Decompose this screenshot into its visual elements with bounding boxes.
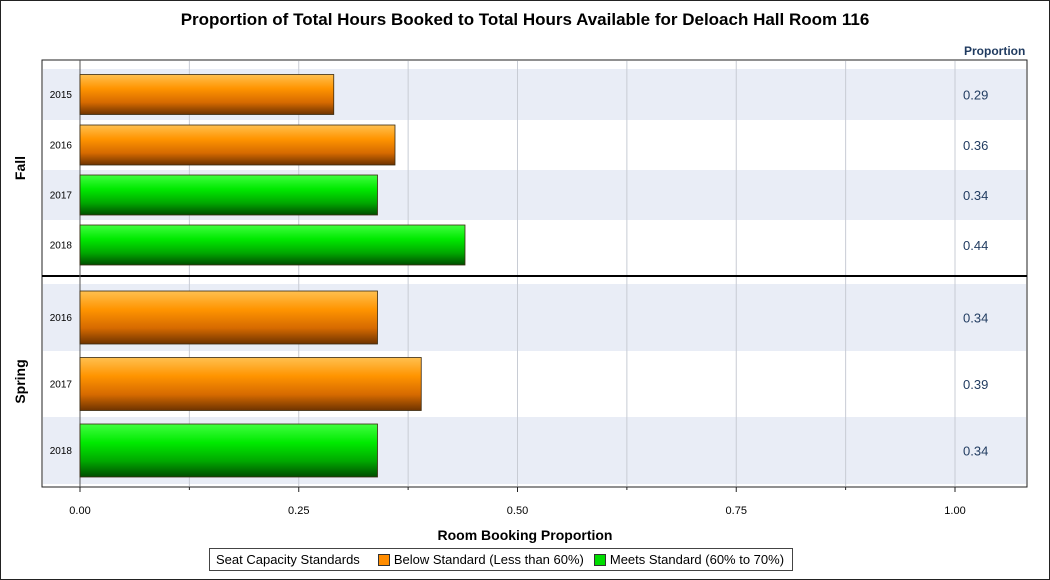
year-label: 2015 [50,90,73,101]
legend-label-meets: Meets Standard (60% to 70%) [609,552,785,567]
x-tick-label: 0.75 [726,505,747,517]
value-column-header: Proportion [964,44,1026,58]
year-label: 2017 [50,380,73,391]
x-tick-label: 0.25 [288,505,309,517]
bar-fall-2017 [79,174,378,216]
value-label: 0.29 [963,88,988,103]
value-label: 0.34 [963,444,988,459]
year-label: 2017 [50,191,73,202]
bar-spring-2016 [79,290,378,345]
x-tick-label: 0.50 [507,505,528,517]
legend-swatch-below [377,553,390,566]
bar-fall-2018 [79,224,466,266]
year-label: 2018 [50,241,73,252]
x-axis-label: Room Booking Proportion [437,527,613,543]
legend-title: Seat Capacity Standards [216,552,360,567]
x-tick-label: 1.00 [944,505,965,517]
bar-spring-2018 [79,423,378,478]
year-label: 2016 [50,313,73,324]
value-label: 0.44 [963,238,988,253]
group-label-spring: Spring [12,359,28,403]
value-label: 0.36 [963,138,988,153]
value-label: 0.34 [963,188,988,203]
plot-border [41,59,1028,488]
value-label: 0.34 [963,311,988,326]
bar-spring-2017 [79,357,422,411]
bar-fall-2016 [79,124,396,166]
legend: Seat Capacity Standards Below Standard (… [209,548,794,571]
bar-fall-2015 [79,74,335,115]
year-label: 2016 [50,141,73,152]
value-label: 0.39 [963,377,988,392]
chart-title: Proportion of Total Hours Booked to Tota… [180,10,870,29]
legend-swatch-meets [593,553,606,566]
year-label: 2018 [50,446,73,457]
group-label-fall: Fall [12,156,28,180]
legend-label-below: Below Standard (Less than 60%) [393,552,584,567]
x-tick-label: 0.00 [69,505,90,517]
